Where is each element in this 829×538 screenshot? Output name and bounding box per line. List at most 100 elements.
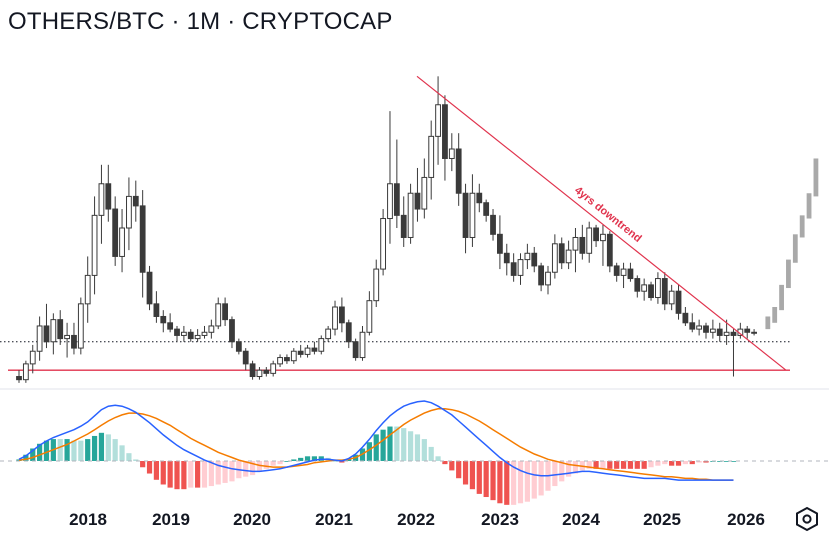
candle-body-up [524, 252, 531, 261]
candle [524, 243, 531, 270]
candle [235, 338, 242, 355]
candle [43, 303, 50, 349]
candle [338, 297, 345, 333]
projection-layer [765, 158, 819, 330]
candle-body-down [703, 325, 709, 333]
candle [345, 319, 352, 349]
candle-body-down [503, 252, 510, 264]
histogram-bar [311, 456, 318, 461]
histogram-bar [627, 461, 634, 469]
histogram-bar [16, 459, 22, 461]
candle [153, 291, 160, 323]
candle-body-down [57, 319, 64, 340]
candle [311, 341, 318, 355]
histogram-bar [559, 461, 565, 482]
histogram-bar [511, 461, 517, 505]
candle-body-up [565, 249, 572, 264]
candle-body-up [126, 195, 132, 229]
candle [497, 215, 503, 270]
candle-body-down [43, 325, 50, 343]
settings-hexagon-icon[interactable] [794, 506, 820, 532]
candle-body-down [675, 290, 682, 314]
candle [414, 167, 421, 222]
candle [352, 338, 359, 361]
candle-body-up [194, 334, 201, 340]
candle-body-down [297, 350, 304, 355]
histogram-bar [64, 439, 70, 461]
candle-body-down [716, 328, 723, 336]
candle [600, 224, 606, 266]
candle [689, 313, 696, 333]
histogram-bar [366, 442, 372, 461]
histogram-bar [524, 461, 530, 502]
histogram-bar [476, 461, 482, 494]
candle [613, 262, 620, 282]
candle [641, 278, 648, 301]
candle [558, 237, 565, 270]
histogram-bar [140, 461, 146, 468]
histogram-bar [98, 432, 105, 461]
candle [160, 310, 167, 333]
candle [36, 316, 43, 361]
candle-body-down [352, 341, 359, 359]
candle [208, 319, 215, 339]
candle [737, 322, 744, 339]
candle [675, 284, 682, 320]
histogram-bar [730, 461, 737, 462]
candle [435, 76, 441, 165]
histogram-bar [30, 448, 36, 461]
candle [91, 196, 98, 295]
candle-body-up [421, 176, 428, 210]
x-tick-label: 2025 [643, 510, 681, 529]
candle [744, 325, 751, 339]
candle-body-down [476, 192, 483, 204]
candle-body-down [16, 376, 22, 381]
candle [483, 199, 490, 222]
candle [112, 196, 119, 266]
candle [167, 313, 174, 333]
candle [57, 310, 64, 345]
histogram-bar [696, 461, 702, 463]
histogram-bar [531, 461, 537, 499]
candle-body-up [304, 347, 311, 355]
candle [215, 297, 222, 330]
histogram-bar [586, 461, 592, 469]
histogram-bar [662, 461, 668, 465]
candle-body-up [208, 325, 215, 333]
histogram-bar [689, 461, 695, 465]
candle [29, 344, 36, 374]
histogram-bar [243, 461, 249, 477]
histogram-bar [703, 461, 709, 463]
candle-body-up [201, 331, 208, 336]
candle [400, 196, 407, 247]
candle [668, 284, 675, 311]
candle [455, 133, 462, 206]
candle-body-up [387, 183, 393, 220]
histogram-bar [634, 461, 640, 469]
candle [366, 291, 373, 336]
histogram-bar [277, 461, 283, 465]
candle [648, 281, 654, 301]
candle [105, 164, 112, 222]
histogram-bar [614, 461, 620, 469]
candle-body-up [325, 328, 332, 340]
candle-body-down [593, 227, 599, 242]
candle [593, 224, 599, 247]
candle-body-down [682, 312, 689, 324]
projection-bar [779, 284, 784, 311]
histogram-bar [469, 461, 476, 490]
candle-body-down [311, 347, 318, 352]
candle-body-down [462, 192, 469, 238]
histogram-bar [717, 461, 723, 462]
candle [627, 262, 634, 282]
x-tick-label: 2022 [397, 510, 435, 529]
histogram-bar [181, 461, 187, 490]
histogram-bar [126, 453, 132, 461]
histogram-bar [675, 461, 682, 466]
candle-body-up [469, 192, 476, 238]
candle [174, 325, 180, 342]
candle [634, 275, 641, 298]
candle [393, 139, 400, 228]
candle-body-down [531, 252, 538, 267]
